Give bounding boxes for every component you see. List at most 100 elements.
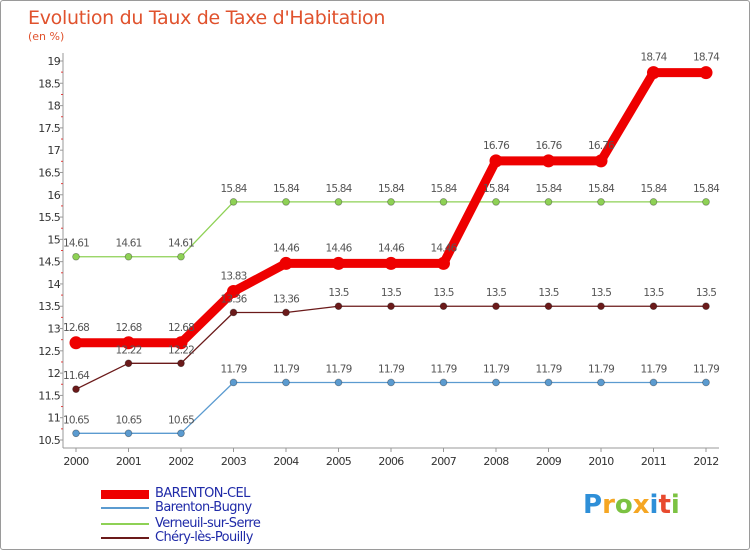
data-point — [72, 429, 80, 438]
data-label: 13.36 — [220, 293, 247, 305]
data-point — [174, 336, 188, 350]
data-label: 11.79 — [430, 363, 456, 375]
data-point — [282, 308, 290, 317]
data-label: 10.65 — [63, 414, 89, 426]
data-point — [439, 198, 448, 206]
data-label: 14.61 — [168, 238, 194, 250]
data-point — [544, 198, 553, 206]
logo-letter: t — [658, 490, 671, 520]
data-label: 15.84 — [640, 183, 667, 195]
y-tick-label: 16 — [47, 189, 60, 202]
logo-letter: r — [602, 490, 615, 520]
data-label: 15.84 — [483, 183, 510, 195]
legend-swatch — [101, 523, 149, 525]
chart-title: Evolution du Taux de Taxe d'Habitation — [28, 7, 386, 29]
data-point — [544, 378, 553, 387]
data-point — [72, 252, 80, 261]
y-tick-label: 14 — [47, 278, 60, 291]
legend-swatch — [101, 507, 149, 509]
series-line-BARENTON-CEL — [71, 68, 711, 348]
data-label: 11.64 — [63, 370, 90, 382]
data-label: 15.84 — [588, 183, 615, 195]
legend-label: Verneuil-sur-Serre — [155, 516, 261, 531]
data-point — [439, 378, 448, 387]
data-point — [489, 154, 503, 168]
data-label: 15.84 — [535, 183, 562, 195]
data-label: 15.84 — [693, 183, 720, 195]
data-label: 12.68 — [63, 322, 89, 334]
x-tick-label: 2007 — [431, 455, 457, 468]
y-tick-label: 13 — [47, 323, 60, 336]
x-tick-label: 2012 — [693, 455, 718, 468]
data-label: 16.76 — [483, 140, 510, 152]
data-point — [597, 378, 605, 387]
x-tick-label: 2004 — [273, 455, 299, 468]
data-point — [72, 385, 80, 393]
logo-letter: i — [649, 490, 659, 520]
data-point — [229, 198, 238, 206]
data-label: 11.79 — [220, 363, 246, 375]
data-point — [124, 359, 133, 368]
x-tick-label: 2006 — [378, 455, 404, 468]
data-label: 15.84 — [378, 183, 405, 195]
data-label: 13.5 — [643, 287, 663, 299]
y-tick-label: 18 — [47, 100, 60, 113]
data-label: 11.79 — [325, 363, 351, 375]
y-tick-label: 15.5 — [38, 211, 60, 224]
chart-axes: 10.5 11 11.5 12 12.5 13 13.5 14 14.5 15 15.5 16 16.5… — [38, 53, 719, 468]
legend-label: BARENTON-CEL — [155, 486, 250, 501]
series-data-labels: 12.68 12.68 12.68 13.83 14.46 14.46 14.46 14.46… — [63, 52, 721, 427]
data-point — [649, 302, 658, 311]
data-label: 13.5 — [328, 287, 348, 299]
data-label: 12.22 — [115, 344, 141, 356]
data-point — [177, 359, 185, 368]
y-tick-label: 15 — [47, 233, 60, 246]
data-point — [122, 336, 135, 350]
data-label: 13.5 — [486, 287, 506, 299]
chart-unit-label: (en %) — [28, 30, 65, 43]
legend-item: Chéry-lès-Pouilly — [101, 530, 341, 545]
data-label: 16.76 — [535, 140, 562, 152]
y-tick-label: 11 — [47, 412, 60, 425]
data-label: 18.74 — [693, 52, 720, 64]
legend-item: Verneuil-sur-Serre — [101, 516, 341, 531]
x-tick-label: 2001 — [116, 455, 141, 468]
legend-swatch — [101, 537, 149, 539]
y-tick-label: 13.5 — [38, 300, 60, 313]
data-label: 11.79 — [588, 363, 614, 375]
y-tick-label: 19 — [47, 55, 60, 68]
data-point — [279, 256, 293, 270]
data-point — [597, 198, 605, 206]
y-tick-label: 17.5 — [38, 122, 60, 135]
data-point — [282, 198, 290, 206]
data-point — [177, 429, 185, 438]
data-point — [702, 198, 710, 206]
x-tick-label: 2005 — [326, 455, 352, 468]
data-label: 18.74 — [640, 52, 667, 64]
data-point — [387, 378, 395, 387]
data-label: 14.61 — [115, 238, 141, 250]
data-label: 11.79 — [378, 363, 404, 375]
data-point — [649, 198, 658, 206]
data-label: 10.65 — [115, 414, 141, 426]
data-point — [227, 285, 240, 299]
logo-letter: x — [632, 490, 650, 520]
y-tick-label: 14.5 — [38, 256, 60, 269]
data-label: 13.5 — [538, 287, 558, 299]
data-point — [332, 256, 345, 270]
data-point — [384, 256, 398, 270]
y-tick-label: 12 — [47, 367, 60, 380]
data-label: 11.79 — [273, 363, 299, 375]
y-tick-label: 12.5 — [38, 345, 60, 358]
y-tick-label: 16.5 — [38, 166, 60, 179]
legend-swatch — [101, 489, 149, 499]
data-label: 15.84 — [325, 183, 352, 195]
data-label: 13.5 — [591, 287, 611, 299]
data-label: 14.61 — [63, 238, 89, 250]
data-point — [492, 378, 500, 387]
logo-letter: o — [614, 490, 633, 520]
data-point — [439, 302, 448, 311]
data-point — [69, 336, 83, 350]
data-label: 13.5 — [433, 287, 453, 299]
